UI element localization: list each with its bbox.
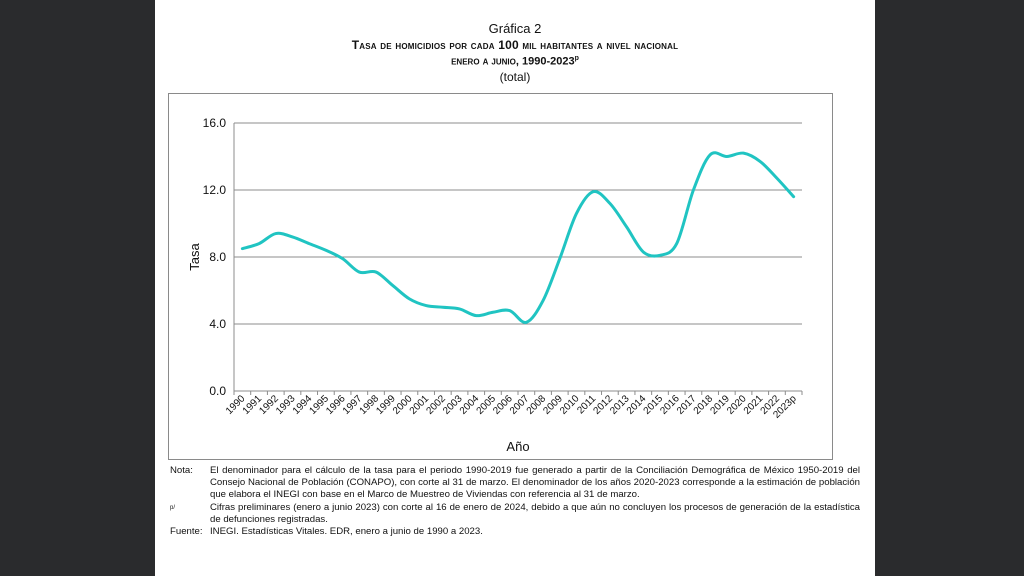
document-page: Gráfica 2 Tasa de homicidios por cada 10…: [155, 0, 875, 576]
data-point: [408, 298, 410, 300]
data-point: [258, 242, 260, 244]
data-point: [659, 254, 661, 256]
data-point: [442, 306, 444, 308]
data-point: [341, 257, 343, 259]
data-point: [375, 271, 377, 273]
data-point: [392, 284, 394, 286]
y-tick-label: 0.0: [209, 384, 226, 398]
y-axis-label: Tasa: [187, 243, 202, 271]
note-row: Nota: El denominador para el cálculo de …: [170, 465, 860, 502]
y-tick-label: 4.0: [209, 317, 226, 331]
x-axis-label: Año: [506, 439, 529, 454]
figure-label: Gráfica 2: [488, 21, 542, 36]
preliminary-note-row: p/ Cifras preliminares (enero a junio 20…: [170, 502, 860, 526]
data-point: [559, 257, 561, 259]
data-point: [759, 160, 761, 162]
data-point: [542, 299, 544, 301]
data-point: [609, 202, 611, 204]
data-point: [709, 154, 711, 156]
data-point: [726, 155, 728, 157]
source-key: Fuente:: [170, 526, 203, 538]
data-point: [458, 308, 460, 310]
preliminary-key-text: p/: [170, 504, 176, 511]
line-chart: 0.04.08.012.016.019901991199219931994199…: [187, 116, 803, 454]
chart-unit: (total): [499, 70, 531, 84]
chart-subtitle-text: enero a junio, 1990-2023: [451, 55, 575, 68]
preliminary-note-text: Cifras preliminares (enero a junio 2023)…: [210, 501, 860, 525]
data-point: [776, 177, 778, 179]
data-point: [676, 242, 678, 244]
data-point: [241, 247, 243, 249]
source-text: INEGI. Estadísticas Vitales. EDR, enero …: [210, 526, 483, 538]
chart-title-text: Tasa de homicidios por cada 100 mil habi…: [351, 38, 679, 52]
data-point: [792, 196, 794, 198]
data-point: [625, 226, 627, 228]
data-point: [592, 190, 594, 192]
preliminary-note-key: p/: [170, 502, 210, 526]
note-text: El denominador para el cálculo de la tas…: [210, 465, 860, 501]
data-point: [325, 249, 327, 251]
chart-title: Tasa de homicidios por cada 100 mil habi…: [155, 38, 875, 52]
data-point: [425, 304, 427, 306]
notes-section: Nota: El denominador para el cálculo de …: [170, 465, 860, 538]
y-tick-label: 8.0: [209, 250, 226, 264]
data-point: [275, 232, 277, 234]
data-point: [291, 236, 293, 238]
data-point: [525, 321, 527, 323]
data-point: [642, 251, 644, 253]
y-tick-label: 16.0: [203, 116, 227, 130]
data-point: [475, 314, 477, 316]
data-point: [575, 212, 577, 214]
data-point: [492, 311, 494, 313]
chart-subtitle: enero a junio, 1990-2023p: [155, 55, 875, 68]
y-tick-label: 12.0: [203, 183, 227, 197]
data-point: [508, 309, 510, 311]
data-point: [692, 189, 694, 191]
data-point: [308, 242, 310, 244]
chart-subtitle-sup: p: [574, 55, 579, 62]
source-row: Fuente: INEGI. Estadísticas Vitales. EDR…: [170, 526, 860, 538]
series-line: [240, 151, 796, 324]
data-point: [358, 271, 360, 273]
note-key: Nota:: [170, 465, 193, 476]
data-point: [742, 152, 744, 154]
chart-frame: 0.0 4.0 8.0 12.0 16.0 1990 1991 1992 1993 1994 199…: [168, 93, 833, 460]
